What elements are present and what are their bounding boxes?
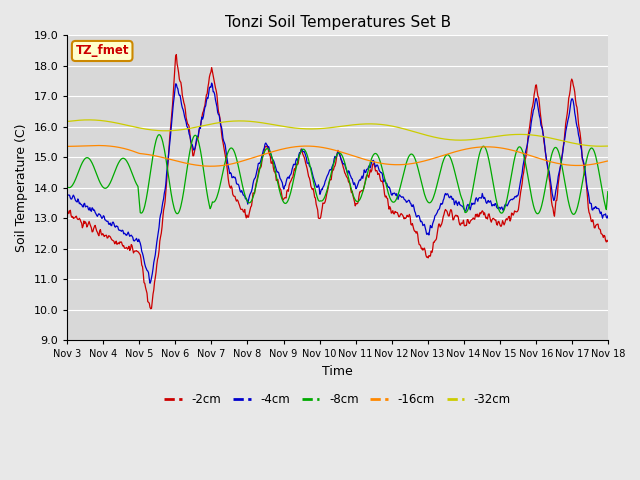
-32cm: [130, 124, 138, 130]
-8cm: [404, 156, 412, 161]
-4cm: [184, 127, 192, 132]
-8cm: [129, 172, 136, 178]
-16cm: [63, 144, 71, 149]
-32cm: [404, 127, 412, 133]
-32cm: [604, 143, 612, 149]
-16cm: [93, 143, 100, 148]
-32cm: [596, 144, 604, 149]
-2cm: [63, 207, 71, 213]
-2cm: [604, 239, 612, 244]
-2cm: [420, 245, 428, 251]
-16cm: [420, 158, 428, 164]
-2cm: [185, 124, 193, 130]
-32cm: [84, 117, 92, 123]
-16cm: [207, 163, 215, 169]
Y-axis label: Soil Temperature (C): Soil Temperature (C): [15, 123, 28, 252]
-4cm: [208, 80, 216, 86]
Line: -16cm: -16cm: [67, 145, 608, 166]
-8cm: [420, 189, 428, 194]
X-axis label: Time: Time: [322, 365, 353, 378]
-2cm: [173, 52, 180, 58]
-16cm: [404, 161, 412, 167]
-4cm: [73, 199, 81, 205]
-32cm: [213, 120, 221, 126]
-8cm: [156, 132, 163, 138]
-16cm: [184, 161, 192, 167]
-8cm: [73, 172, 81, 178]
-4cm: [214, 109, 221, 115]
-2cm: [214, 101, 221, 107]
-16cm: [130, 148, 138, 154]
-8cm: [570, 211, 577, 217]
-4cm: [604, 213, 612, 219]
Legend: -2cm, -4cm, -8cm, -16cm, -32cm: -2cm, -4cm, -8cm, -16cm, -32cm: [159, 388, 516, 410]
-16cm: [73, 143, 81, 149]
-4cm: [129, 234, 136, 240]
-8cm: [63, 184, 71, 190]
-8cm: [213, 194, 221, 200]
-4cm: [420, 221, 428, 227]
-4cm: [404, 197, 412, 203]
-8cm: [604, 189, 612, 194]
Line: -4cm: -4cm: [67, 83, 608, 283]
-2cm: [404, 214, 412, 220]
-32cm: [63, 119, 71, 124]
-2cm: [147, 306, 155, 312]
Title: Tonzi Soil Temperatures Set B: Tonzi Soil Temperatures Set B: [225, 15, 451, 30]
-4cm: [63, 192, 71, 198]
-16cm: [214, 163, 221, 169]
-4cm: [146, 280, 154, 286]
-2cm: [129, 246, 136, 252]
Line: -2cm: -2cm: [67, 55, 608, 309]
-8cm: [184, 157, 192, 163]
Text: TZ_fmet: TZ_fmet: [76, 45, 129, 58]
Line: -32cm: -32cm: [67, 120, 608, 146]
-32cm: [73, 118, 81, 123]
-16cm: [604, 158, 612, 164]
-32cm: [184, 126, 192, 132]
Line: -8cm: -8cm: [67, 135, 608, 214]
-2cm: [73, 216, 81, 221]
-32cm: [420, 132, 428, 137]
